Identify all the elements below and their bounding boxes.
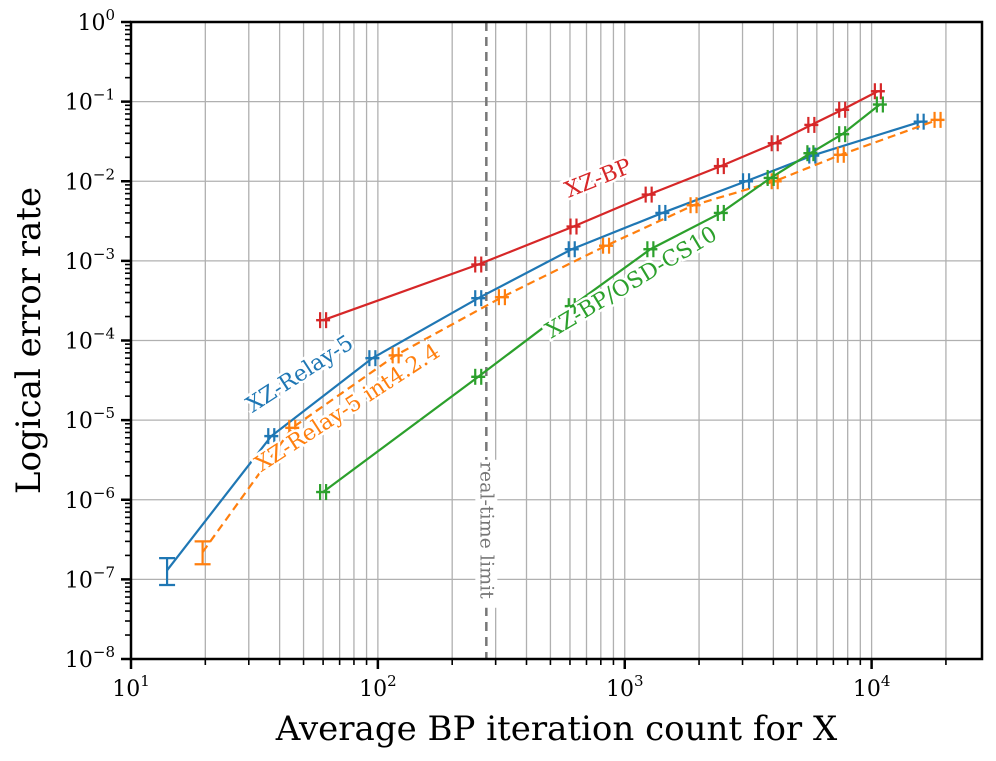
y-tick-label: 10−6 <box>65 484 115 514</box>
y-tick-label: 10−3 <box>65 245 115 275</box>
axis-ticks <box>121 20 947 669</box>
x-tick-label: 104 <box>853 672 891 702</box>
real-time-limit-label-bg <box>475 459 498 608</box>
x-tick-label: 103 <box>606 672 644 702</box>
y-axis-title: Logical error rate <box>9 187 49 494</box>
y-tick-label: 10−7 <box>65 563 115 593</box>
y-tick-label: 10−4 <box>65 325 115 355</box>
annotations-layer: real-time limit <box>475 22 498 659</box>
axis-tick-labels: 101 102 103 104 100 10−1 10−2 10−3 10−4 10−5 10−6 1… <box>65 6 891 702</box>
x-tick-label: 101 <box>112 672 150 702</box>
y-tick-label: 10−2 <box>65 165 115 195</box>
series-layer <box>159 83 945 587</box>
x-tick-label: 102 <box>359 672 397 702</box>
y-tick-label: 10−8 <box>65 643 115 673</box>
series-line-xz-relay-5-int4-2-4 <box>201 118 938 553</box>
y-tick-label: 100 <box>77 6 115 36</box>
x-axis-title: Average BP iteration count for X <box>275 709 838 749</box>
real-time-limit-label-group: real-time limit <box>475 459 498 608</box>
y-tick-label: 10−1 <box>65 86 115 116</box>
y-tick-label: 10−5 <box>65 404 115 434</box>
real-time-limit-label: real-time limit <box>475 462 497 599</box>
